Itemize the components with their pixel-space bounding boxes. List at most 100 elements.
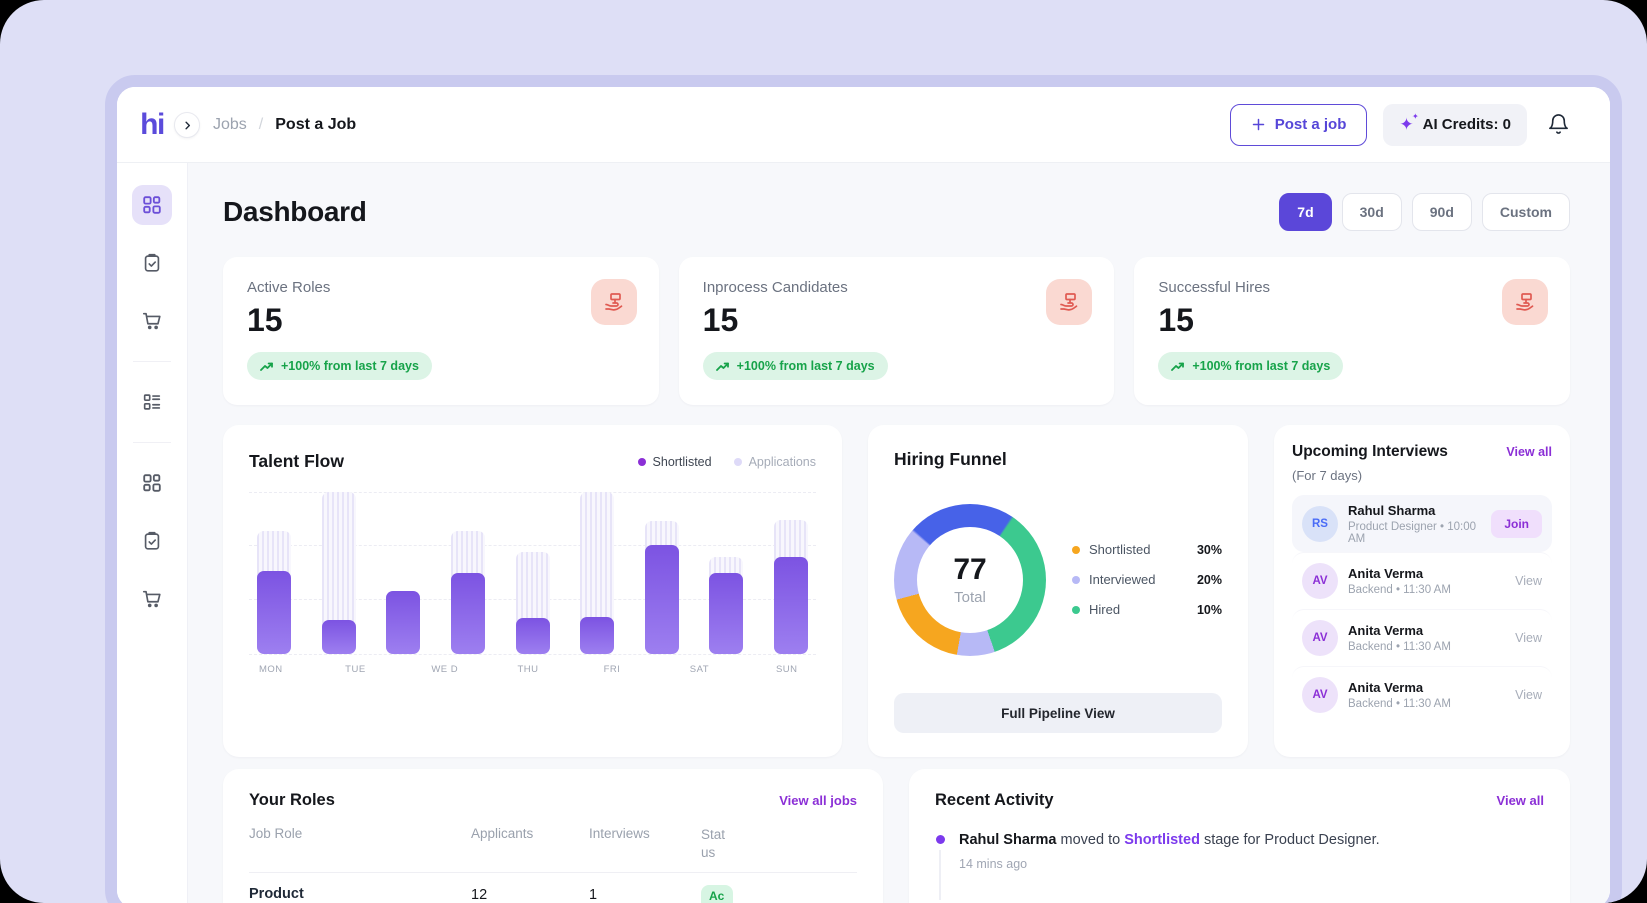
stat-card-active-roles: Active Roles 15 +100% from last 7 days (223, 257, 659, 405)
donut-total-value: 77 (953, 553, 987, 586)
avatar: AV (1302, 620, 1338, 656)
app-logo: hi (140, 107, 165, 141)
job-role-cell: Product Designer (249, 886, 304, 903)
legend-dot-hired (1072, 605, 1080, 614)
bar-group (386, 492, 421, 654)
interview-detail: Backend • 11:30 AM (1348, 641, 1451, 653)
x-axis-label: FRI (603, 664, 621, 675)
filter-custom[interactable]: Custom (1481, 193, 1570, 231)
dashboard-grid-icon (141, 472, 163, 494)
stat-delta-badge: +100% from last 7 days (702, 352, 888, 380)
app-window: hi Jobs / Post a Job (105, 75, 1622, 903)
avatar: AV (1302, 563, 1338, 599)
column-header-interviews: Interviews (589, 826, 650, 841)
donut-total-label: Total (954, 589, 986, 606)
hiring-money-hand-icon (1502, 279, 1549, 325)
clipboard-check-icon (141, 530, 163, 552)
bar-group (644, 492, 679, 654)
your-roles-title: Your Roles (249, 791, 335, 809)
sidebar-item-cart-2[interactable] (132, 579, 172, 619)
filter-90d[interactable]: 90d (1411, 193, 1472, 231)
sidebar-divider (133, 442, 171, 443)
roles-table: Job Role Applicants Interviews Status Pr… (249, 826, 857, 903)
sidebar-item-dashboard[interactable] (132, 185, 172, 225)
recent-activity-title: Recent Activity (935, 791, 1054, 809)
breadcrumb: Jobs / Post a Job (187, 116, 356, 134)
status-badge: Active (701, 885, 733, 903)
filter-30d[interactable]: 30d (1341, 193, 1402, 231)
sparkle-icon: ✦ (1399, 113, 1419, 133)
interview-detail: Backend • 11:30 AM (1348, 584, 1451, 596)
activity-view-all-link[interactable]: View all (1496, 793, 1544, 808)
interview-detail: Backend • 11:30 AM (1348, 698, 1451, 710)
activity-timestamp: 14 mins ago (959, 857, 1028, 872)
x-axis-label: SAT (689, 664, 710, 675)
sidebar-item-tasks[interactable] (132, 243, 172, 283)
talent-flow-legend: Shortlisted Applications (637, 455, 816, 469)
join-button[interactable]: Join (1491, 509, 1542, 538)
donut-ring (894, 503, 1046, 656)
hiring-funnel-legend: Shortlisted 30% Interviewed 20% (1072, 542, 1222, 617)
sidebar-item-list[interactable] (132, 382, 172, 422)
breadcrumb-jobs[interactable]: Jobs (213, 115, 247, 133)
bar-group (515, 492, 550, 654)
notifications-bell-icon[interactable] (1547, 113, 1570, 136)
bar-group (257, 492, 291, 654)
shopping-cart-icon (141, 310, 163, 332)
bar-group (450, 492, 485, 654)
top-bar: hi Jobs / Post a Job (117, 87, 1610, 163)
stat-label: Successful Hires (1158, 279, 1271, 296)
legend-dot-applications (733, 457, 742, 466)
avatar: RS (1302, 505, 1338, 542)
stat-value: 15 (247, 302, 283, 338)
x-axis-label: WE D (431, 664, 459, 675)
date-range-filters: 7d 30d 90d Custom (1279, 193, 1570, 231)
hiring-money-hand-icon (1046, 279, 1093, 325)
interviewee-name: Anita Verma (1348, 680, 1424, 695)
upcoming-interviews-card: Upcoming Interviews View all (For 7 days… (1274, 425, 1570, 757)
interviews-cell: 18 (589, 887, 598, 903)
timeline-line (939, 850, 941, 900)
stat-value: 15 (1158, 302, 1194, 338)
applicants-cell: 120 (471, 887, 488, 903)
activity-item: Rahul Sharma moved to Shortlisted stage … (935, 830, 1544, 900)
trend-up-icon (1171, 361, 1185, 372)
x-axis-label: THU (517, 664, 539, 675)
x-axis-label: SUN (775, 664, 798, 675)
stat-value: 15 (702, 302, 739, 338)
clipboard-check-icon (141, 252, 163, 274)
hiring-money-hand-icon (590, 279, 637, 325)
view-all-jobs-link[interactable]: View all jobs (779, 793, 857, 808)
sidebar-item-cart[interactable] (132, 301, 172, 341)
chevron-right-icon (182, 120, 193, 131)
sidebar-collapse-button[interactable] (174, 112, 200, 138)
sidebar-divider (133, 361, 171, 362)
sidebar-item-tasks-2[interactable] (132, 521, 172, 561)
sidebar-item-dashboard-2[interactable] (132, 463, 172, 503)
interviewee-name: Anita Verma (1348, 623, 1424, 638)
talent-flow-bars (249, 492, 816, 654)
stat-delta-badge: +100% from last 7 days (1158, 352, 1344, 380)
view-link[interactable]: View (1515, 574, 1542, 588)
x-axis-label: TUE (345, 664, 366, 675)
filter-7d[interactable]: 7d (1279, 193, 1332, 231)
post-a-job-button[interactable]: Post a job (1229, 103, 1368, 146)
legend-dot-shortlisted (1072, 545, 1080, 554)
view-link[interactable]: View (1515, 688, 1542, 702)
activity-text: Rahul Sharma moved to Shortlisted stage … (959, 832, 1380, 848)
column-header-job-role: Job Role (249, 826, 303, 841)
upcoming-view-all-link[interactable]: View all (1506, 445, 1552, 459)
interview-row: AV Anita Verma Backend • 11:30 AM View (1292, 609, 1552, 666)
stats-row: Active Roles 15 +100% from last 7 days (223, 257, 1571, 405)
table-row[interactable]: Product Designer 120 18 Active (249, 873, 857, 903)
dashboard-grid-icon (141, 194, 163, 216)
full-pipeline-view-button[interactable]: Full Pipeline View (894, 693, 1222, 733)
talent-flow-card: Talent Flow Shortlisted Applications (223, 425, 842, 757)
talent-flow-title: Talent Flow (249, 451, 344, 471)
breadcrumb-current: Post a Job (275, 115, 357, 133)
trend-up-icon (715, 361, 730, 372)
talent-flow-x-axis: MON TUE WE D THU FRI SAT SUN (249, 664, 816, 676)
view-link[interactable]: View (1515, 631, 1542, 645)
ai-credits-pill[interactable]: ✦ AI Credits: 0 (1383, 103, 1527, 146)
